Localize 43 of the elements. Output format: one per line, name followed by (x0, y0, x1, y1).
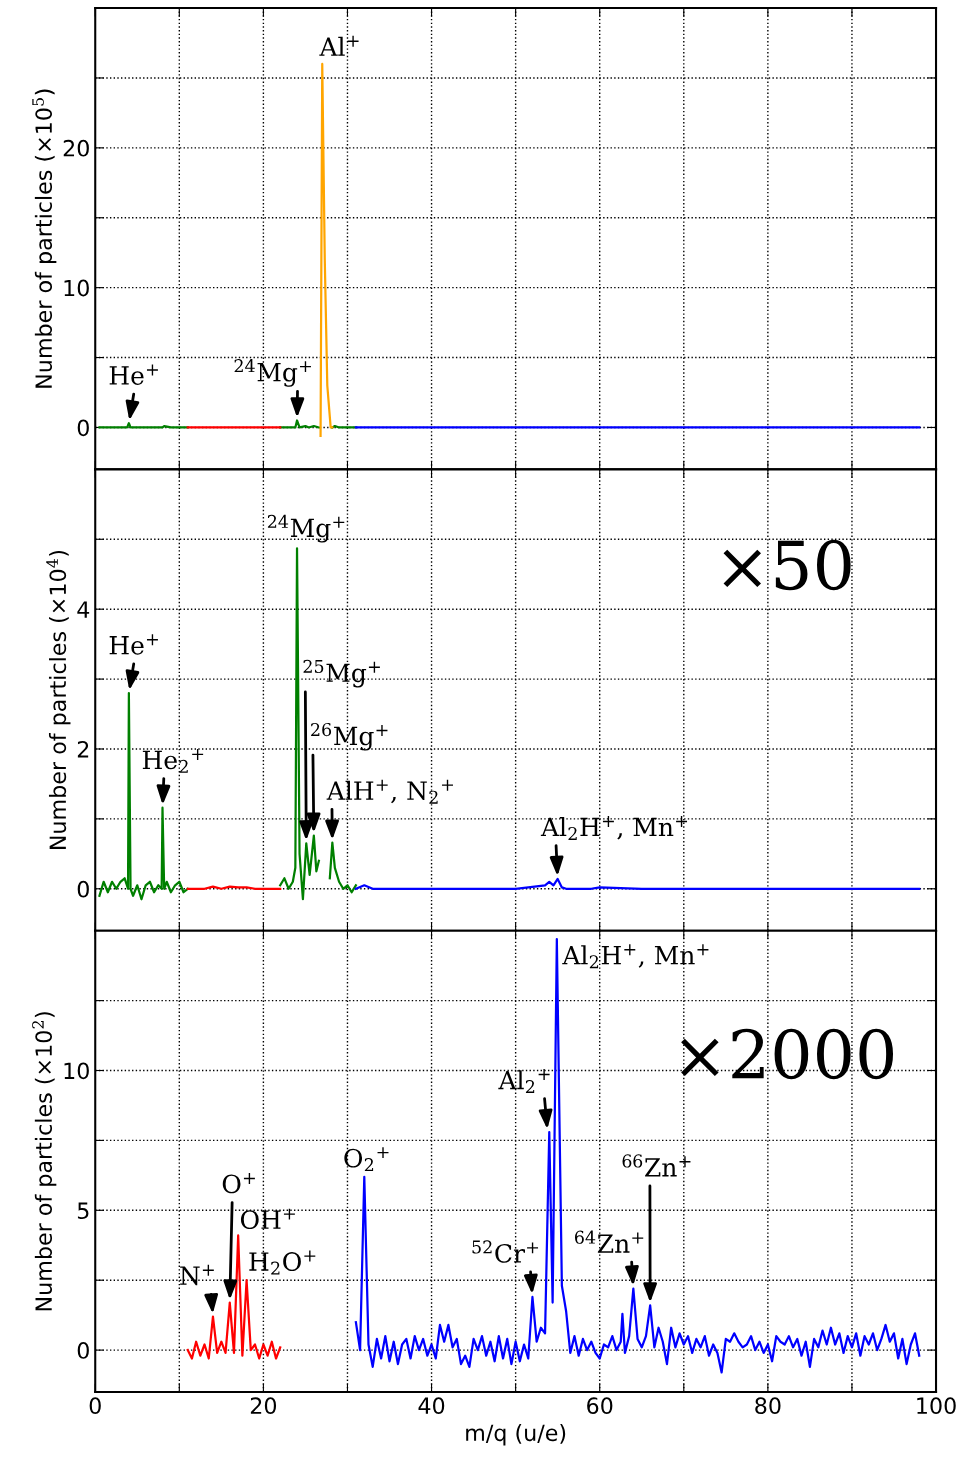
line-series (319, 62, 334, 437)
x-tick-label: 100 (917, 1397, 956, 1415)
annotation: Al$_{2}$$^{+}$ (498, 1069, 550, 1094)
x-axis-title: m/q (u/e) (466, 1423, 566, 1446)
annotation: AlH$^{+}$, N$_{2}$$^{+}$ (326, 779, 453, 804)
line-series (354, 877, 921, 890)
annotation: O$_{2}$$^{+}$ (344, 1147, 389, 1172)
x-tick-label: 20 (250, 1397, 277, 1415)
annotation: $^{26}$Mg$^{+}$ (311, 722, 388, 751)
annotation: ×2000 (681, 1028, 894, 1080)
y-tick-label: 0 (77, 880, 89, 898)
annotation: He$^{+}$ (109, 634, 158, 655)
y-tick-label: 2 (77, 740, 89, 758)
y-tick-label: 10 (64, 1062, 89, 1080)
annotation: Al$_{2}$H$^{+}$, Mn$^{+}$ (562, 944, 709, 969)
annotation: Al$_{2}$H$^{+}$, Mn$^{+}$ (540, 816, 688, 840)
annotation: He$^{+}$ (109, 364, 158, 385)
x-tick-label: 80 (755, 1397, 781, 1415)
annotation: H$_{2}$O$^{+}$ (249, 1250, 316, 1275)
annotation: He$_{2}$$^{+}$ (142, 748, 204, 773)
x-tick-label: 40 (418, 1397, 445, 1415)
y-tick-label: 4 (77, 601, 90, 618)
y-axis-title: Number of particles (×10$^{4}$) (46, 550, 71, 849)
y-axis-title: Number of particles (×10$^{2}$) (32, 1012, 57, 1311)
x-tick-label: 60 (587, 1397, 613, 1415)
annotation: $^{52}$Cr$^{+}$ (472, 1240, 539, 1263)
y-tick-label: 20 (63, 139, 89, 157)
annotation: OH$^{+}$ (240, 1208, 295, 1230)
annotation: Al$^{+}$ (319, 35, 359, 56)
y-axis-title: Number of particles (×10$^{5}$) (32, 89, 57, 388)
annotation: N$^{+}$ (180, 1264, 214, 1286)
y-tick-label: 0 (77, 1342, 89, 1359)
annotation: $^{24}$Mg$^{+}$ (267, 514, 345, 543)
x-tick-label: 0 (89, 1397, 101, 1415)
annotation: O$^{+}$ (222, 1172, 255, 1194)
annotation: ×50 (723, 539, 851, 591)
annotation: $^{64}$Zn$^{+}$ (574, 1230, 644, 1253)
y-tick-label: 10 (64, 279, 89, 297)
y-tick-label: 0 (77, 419, 89, 437)
annotation: $^{66}$Zn$^{+}$ (622, 1154, 691, 1177)
annotation: $^{24}$Mg$^{+}$ (234, 359, 311, 387)
annotation: $^{25}$Mg$^{+}$ (303, 659, 380, 688)
y-tick-label: 5 (77, 1202, 89, 1220)
